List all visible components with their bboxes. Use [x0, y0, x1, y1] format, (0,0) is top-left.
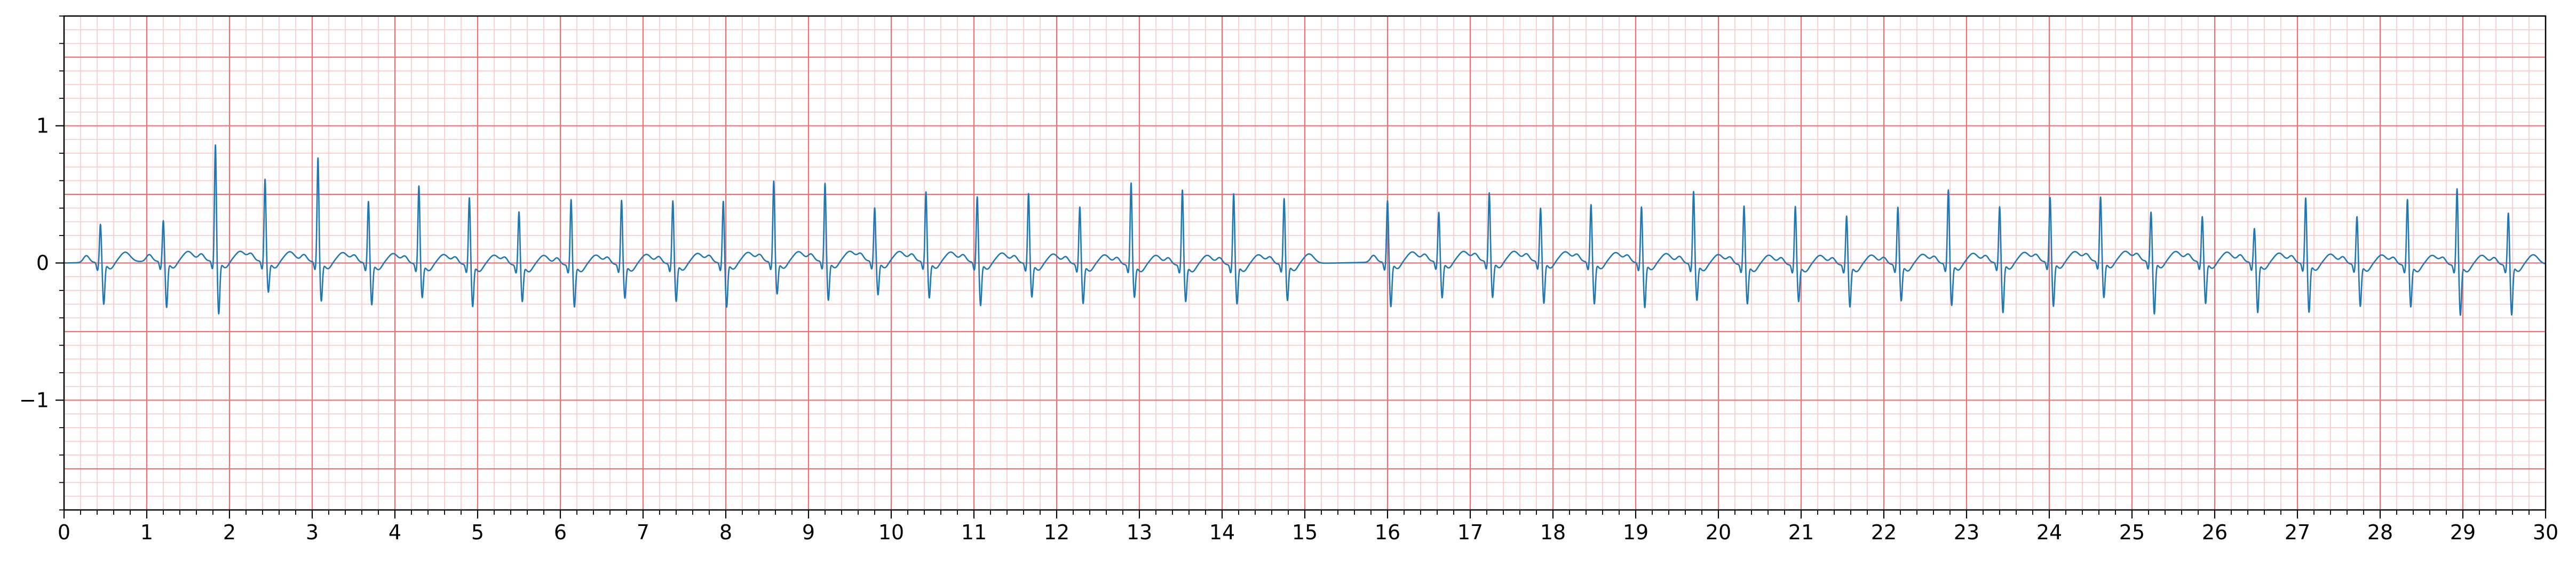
x-tick-label: 13 [1127, 521, 1152, 544]
y-tick-label: 1 [36, 114, 49, 138]
x-tick-label: 14 [1209, 521, 1235, 544]
x-tick-label: 5 [471, 521, 484, 544]
x-tick-label: 27 [2285, 521, 2310, 544]
x-tick-label: 7 [637, 521, 649, 544]
x-tick-label: 28 [2367, 521, 2393, 544]
x-tick-label: 10 [878, 521, 904, 544]
x-tick-label: 11 [961, 521, 987, 544]
x-tick-label: 15 [1292, 521, 1318, 544]
x-tick-label: 21 [1788, 521, 1814, 544]
x-tick-label: 0 [58, 521, 70, 544]
x-tick-label: 18 [1540, 521, 1566, 544]
x-tick-label: 26 [2202, 521, 2228, 544]
y-axis: 1 0 −1 [19, 15, 64, 510]
y-tick-label: 0 [36, 251, 49, 275]
x-tick-label: 23 [1954, 521, 1979, 544]
x-tick-label: 1 [140, 521, 153, 544]
x-tick-label: 22 [1871, 521, 1897, 544]
x-tick-label: 20 [1706, 521, 1731, 544]
x-tick-label: 29 [2450, 521, 2476, 544]
x-tick-label: 30 [2533, 521, 2558, 544]
x-axis: 0 1 2 3 4 5 6 7 8 9 10 11 12 13 14 15 16 17 18 19 20 21 22 23 24… [58, 510, 2558, 544]
y-tick-label: −1 [19, 388, 49, 412]
x-tick-label: 4 [389, 521, 401, 544]
major-grid [63, 16, 2547, 510]
x-tick-label: 2 [223, 521, 236, 544]
ecg-trace-layer [64, 144, 2546, 316]
x-tick-label: 3 [306, 521, 319, 544]
x-tick-label: 6 [554, 521, 567, 544]
x-tick-label: 19 [1623, 521, 1648, 544]
x-tick-label: 17 [1457, 521, 1483, 544]
x-tick-label: 24 [2036, 521, 2062, 544]
ecg-trace-line [64, 144, 2546, 316]
x-tick-label: 16 [1375, 521, 1400, 544]
x-tick-label: 25 [2119, 521, 2145, 544]
x-tick-label: 9 [802, 521, 815, 544]
x-tick-label: 12 [1044, 521, 1069, 544]
x-tick-label: 8 [719, 521, 732, 544]
